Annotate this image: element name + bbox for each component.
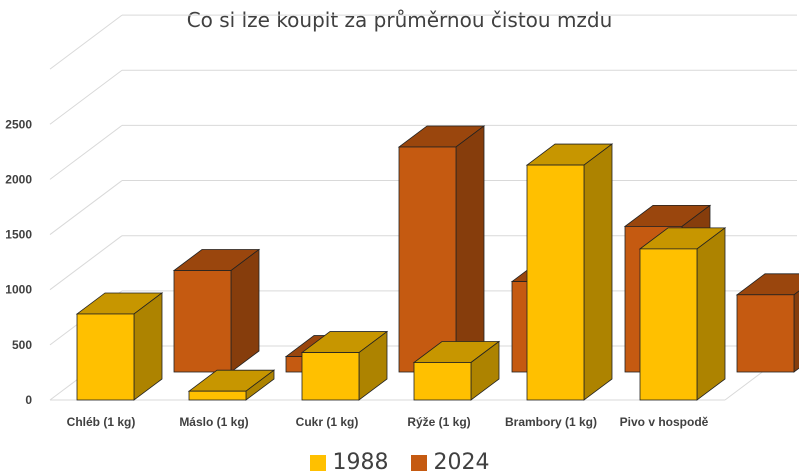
bar-1988-0	[75, 292, 164, 401]
bar-2024-2-front-face	[398, 146, 457, 373]
bar-2024-2-side-face	[455, 125, 485, 373]
y-tick-label: 2000	[5, 172, 32, 186]
gridline-side-3000	[49, 14, 123, 70]
y-tick-label: 1500	[5, 228, 32, 242]
bar-1988-0-front-face	[76, 313, 135, 401]
bar-1988-2-front-face	[301, 352, 360, 401]
bar-1988-5	[638, 227, 727, 401]
category-label: Cukr (1 kg)	[296, 415, 359, 429]
legend-item-2024: 2024	[410, 450, 490, 475]
bar-2024-5-front-face	[736, 294, 795, 373]
bar-2024-2	[397, 125, 486, 373]
category-label: Pivo v hospodě	[620, 415, 709, 429]
bar-2024-5-top-face	[735, 273, 799, 296]
y-tick-label: 2500	[5, 117, 32, 131]
bar-1988-1-front-face	[188, 390, 247, 401]
legend-swatch-2024	[410, 454, 427, 471]
y-axis-ticks: 0 500 1000 1500 2000 2500	[5, 117, 32, 407]
bar-2024-0-front-face	[173, 270, 232, 373]
category-labels: Chléb (1 kg) Máslo (1 kg) Cukr (1 kg) Rýže …	[67, 415, 709, 429]
category-label: Chléb (1 kg)	[67, 415, 136, 429]
legend: 1988 2024	[0, 450, 799, 475]
bar-1988-4	[525, 143, 614, 401]
gridline-side-2500	[49, 69, 123, 125]
bar-1988-1	[187, 369, 276, 401]
gridline-side-2000	[49, 125, 123, 180]
gridline-side-1000	[49, 235, 123, 291]
legend-swatch-1988	[309, 454, 326, 471]
gridline-side-1500	[49, 180, 123, 235]
legend-label-1988: 1988	[332, 450, 389, 475]
category-label: Máslo (1 kg)	[179, 415, 248, 429]
bar-1988-3-front-face	[413, 362, 472, 401]
y-tick-label: 0	[25, 393, 32, 407]
legend-item-1988: 1988	[309, 450, 389, 475]
category-label: Brambory (1 kg)	[505, 415, 597, 429]
y-tick-label: 500	[12, 338, 32, 352]
legend-label-2024: 2024	[433, 450, 490, 475]
bar-2024-0-side-face	[230, 248, 260, 373]
y-tick-label: 1000	[5, 283, 32, 297]
bar-1988-3	[412, 340, 501, 401]
bar-2024-5	[735, 273, 799, 373]
bar-1988-5-front-face	[639, 248, 698, 401]
bar-1988-4-side-face	[583, 143, 613, 401]
bar-2024-0	[172, 248, 261, 373]
bar-1988-5-side-face	[696, 227, 726, 401]
chart-title: Co si lze koupit za průměrnou čistou mzd…	[186, 8, 613, 32]
bars	[75, 125, 799, 401]
category-label: Rýže (1 kg)	[407, 415, 470, 429]
bar-1988-4-front-face	[526, 164, 585, 401]
bar-1988-2	[300, 330, 389, 401]
